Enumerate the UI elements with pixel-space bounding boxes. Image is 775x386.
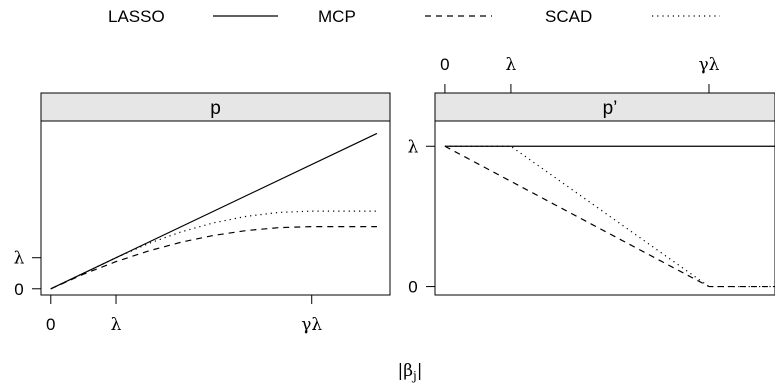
legend: LASSO MCP SCAD: [108, 7, 720, 26]
strip-title-p: p: [210, 98, 221, 119]
x-axis-label: |βj|: [397, 361, 422, 383]
x-tick-label: 0: [46, 315, 55, 334]
series-line-lasso: [50, 132, 378, 290]
panel-p: p 0 λ γλ 0 λ: [14, 92, 391, 335]
x-tick-label: λ: [111, 315, 122, 335]
y-tick-label: 0: [408, 278, 417, 297]
series-line-mcp: [50, 226, 377, 290]
plot-frame-p: [40, 120, 391, 296]
series-line-mcp: [444, 145, 775, 288]
legend-label-lasso: LASSO: [108, 7, 165, 26]
legend-label-mcp: MCP: [318, 7, 356, 26]
plot-frame-p-prime: [434, 120, 775, 296]
x-tick-label: 0: [440, 55, 449, 74]
series-line-scad: [50, 210, 377, 290]
x-tick-label: λ: [506, 55, 517, 75]
y-tick-label: 0: [14, 280, 23, 299]
x-tick-label: γλ: [301, 315, 322, 335]
panel-p-prime: p’ 0 λ γλ 0 λ: [408, 55, 775, 297]
y-tick-label: λ: [14, 249, 25, 269]
y-tick-label: λ: [408, 137, 419, 157]
x-tick-label: γλ: [699, 55, 720, 75]
strip-p: [40, 92, 391, 122]
series-line-scad: [444, 145, 775, 288]
legend-label-scad: SCAD: [545, 7, 592, 26]
strip-title-p-prime: p’: [603, 98, 618, 119]
strip-p-prime: [434, 92, 775, 122]
